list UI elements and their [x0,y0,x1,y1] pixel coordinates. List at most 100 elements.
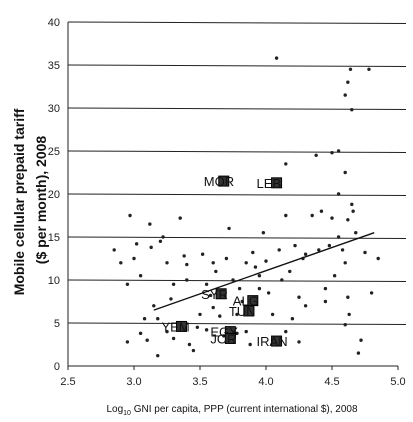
trend-line-segment [153,232,375,311]
country-marker-yem [176,320,188,332]
data-point [323,286,328,291]
x-tick-label: 3.5 [192,376,207,388]
data-point [343,93,347,97]
data-point [134,242,139,246]
data-point [198,312,202,317]
data-point [251,250,255,255]
x-axis-label-log: Log [106,404,123,415]
data-point [314,153,318,157]
data-point [142,317,147,321]
data-point [149,245,153,250]
y-tick-labels: 0 5 10 15 20 25 30 35 40 [48,17,60,373]
country-marker-jor [224,332,236,344]
data-point [293,243,297,248]
data-point [330,151,334,155]
data-point [218,314,222,318]
data-point [165,261,169,265]
data-point [336,192,341,196]
data-point [343,170,347,175]
data-point [290,317,295,321]
x-tick-label: 4.5 [324,376,339,388]
country-label-mor: MOR [204,174,234,189]
data-point [369,291,374,295]
data-point [257,274,262,278]
data-point [235,331,239,336]
data-point [351,209,355,213]
data-point [185,262,189,267]
country-marker-mor [218,175,230,187]
data-point [303,304,308,308]
data-point [158,239,163,243]
gridline-y-5 [67,322,407,325]
data-point [156,353,160,358]
data-point [346,218,350,222]
country-label-syr: SYR [201,287,228,302]
data-point [354,231,358,235]
data-point [156,317,160,321]
data-point [332,274,337,278]
data-point [348,67,353,72]
trend-line [153,232,375,311]
y-tick-label: 20 [48,189,60,201]
y-axis-label-line-1: Mobile cellular prepaid tariff [11,108,27,295]
y-tick-label: 5 [54,318,60,330]
data-point [297,340,301,344]
gridline-y-15 [67,236,407,239]
data-point [346,80,350,84]
y-tick-label: 15 [48,232,60,244]
data-point [182,254,186,258]
data-point [240,299,244,304]
data-point [200,252,205,256]
data-point [261,231,266,235]
data-point [347,312,351,317]
data-point [152,304,156,308]
data-point [148,222,152,226]
data-point [284,213,288,218]
data-point [185,278,189,282]
data-point [112,248,116,252]
data-point [125,282,130,286]
y-axis-label: Mobile cellular prepaid tariff ($ per mo… [11,105,49,296]
data-points [112,56,380,358]
x-axis-label-rest: GNI per capita, PPP (current internation… [131,404,358,415]
data-point [178,216,182,220]
data-point [224,256,229,261]
data-point [227,226,231,231]
data-point [297,295,301,299]
data-point [161,235,165,239]
data-point [138,331,143,336]
gridline-y-25 [67,150,407,153]
data-point [204,282,209,286]
data-point [317,248,321,252]
data-point [356,351,361,355]
data-point [208,293,213,298]
data-point [191,348,196,353]
x-tick-label: 2.5 [60,376,75,388]
x-tick-label: 4.0 [258,376,273,388]
country-label-iran: IRAN [257,334,288,349]
data-point [128,213,132,218]
y-tick-label: 10 [48,275,60,287]
data-point [336,149,341,153]
x-tick-label: 3.0 [126,376,141,388]
data-point [330,216,334,220]
data-point [257,286,262,291]
data-point [244,329,248,334]
gridline-y-20 [67,193,407,196]
data-point [145,338,149,342]
data-point [288,269,292,274]
country-marker-iran [271,335,283,347]
data-point [336,235,341,239]
data-point [284,329,288,334]
data-point [280,278,284,282]
gridlines [67,21,407,325]
data-point [359,338,363,342]
data-point [187,342,192,347]
data-point [346,295,350,299]
data-point [319,209,324,213]
data-point [237,286,242,291]
gridline-y-35 [67,64,407,67]
data-point [204,328,209,332]
y-tick-label: 0 [54,361,60,373]
